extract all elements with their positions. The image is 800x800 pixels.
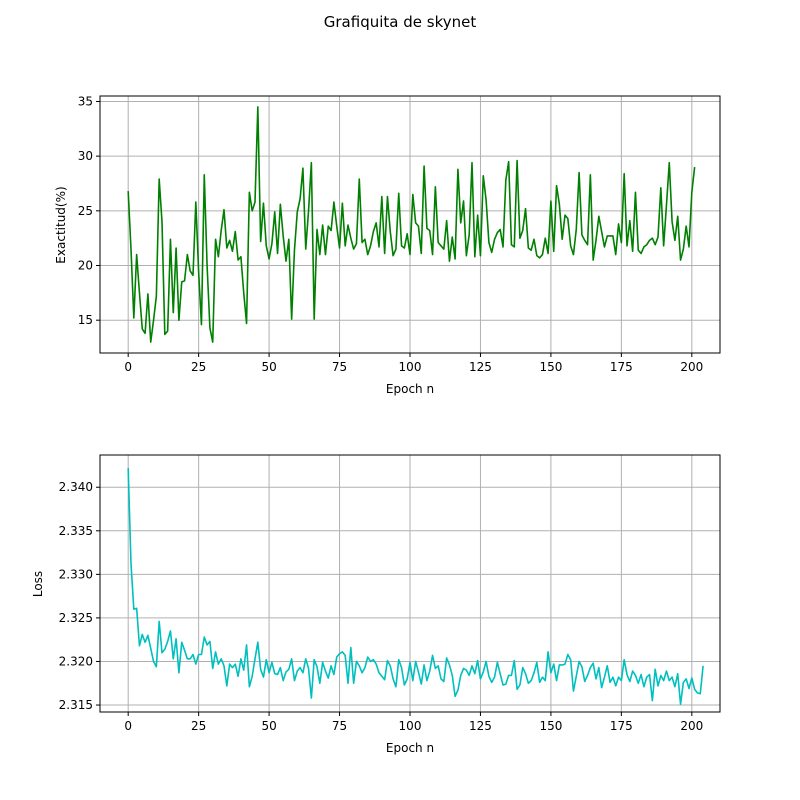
loss-series-line bbox=[127, 468, 704, 705]
accuracy-grid bbox=[100, 96, 720, 353]
accuracy-y-tick-label: 35 bbox=[78, 94, 93, 108]
loss-x-tick-label: 175 bbox=[610, 719, 633, 733]
accuracy-x-tick-label: 50 bbox=[261, 360, 276, 374]
accuracy-x-axis-label: Epoch n bbox=[386, 382, 434, 396]
accuracy-x-tick-label: 125 bbox=[469, 360, 492, 374]
loss-y-tick-label: 2.315 bbox=[59, 698, 93, 712]
accuracy-x-tick-label: 100 bbox=[399, 360, 422, 374]
loss-y-axis-label: Loss bbox=[31, 571, 45, 597]
accuracy-series-line bbox=[127, 106, 696, 343]
accuracy-x-tick-label: 150 bbox=[539, 360, 562, 374]
loss-chart: 0 25 50 75 100 125 150 175 200 2.315 2.320 2.325 2.3… bbox=[31, 454, 721, 755]
accuracy-y-tick-label: 25 bbox=[78, 204, 93, 218]
accuracy-ticks: 0 25 50 75 100 125 150 175 200 15 20 25 30 35 bbox=[78, 94, 704, 374]
loss-x-tick-label: 200 bbox=[680, 719, 703, 733]
accuracy-y-tick-label: 15 bbox=[78, 313, 93, 327]
accuracy-x-tick-label: 0 bbox=[124, 360, 132, 374]
loss-y-tick-label: 2.325 bbox=[59, 611, 93, 625]
accuracy-x-tick-label: 25 bbox=[191, 360, 206, 374]
accuracy-x-tick-label: 175 bbox=[610, 360, 633, 374]
accuracy-y-axis-label: Exactitud(%) bbox=[54, 186, 68, 263]
loss-x-tick-label: 125 bbox=[469, 719, 492, 733]
accuracy-y-tick-label: 30 bbox=[78, 149, 93, 163]
loss-x-axis-label: Epoch n bbox=[386, 741, 434, 755]
loss-y-tick-label: 2.340 bbox=[59, 480, 93, 494]
loss-ticks: 0 25 50 75 100 125 150 175 200 2.315 2.320 2.325 2.3… bbox=[59, 480, 704, 733]
accuracy-y-tick-label: 20 bbox=[78, 259, 93, 273]
loss-grid bbox=[100, 455, 720, 712]
accuracy-x-tick-label: 75 bbox=[332, 360, 347, 374]
loss-series bbox=[127, 468, 704, 705]
loss-x-tick-label: 50 bbox=[261, 719, 276, 733]
loss-x-tick-label: 0 bbox=[124, 719, 132, 733]
accuracy-series bbox=[127, 106, 696, 343]
loss-x-tick-label: 100 bbox=[399, 719, 422, 733]
loss-x-tick-label: 150 bbox=[539, 719, 562, 733]
loss-y-tick-label: 2.335 bbox=[59, 524, 93, 538]
loss-y-tick-label: 2.320 bbox=[59, 654, 93, 668]
loss-y-tick-label: 2.330 bbox=[59, 567, 93, 581]
loss-x-tick-label: 25 bbox=[191, 719, 206, 733]
accuracy-chart: 0 25 50 75 100 125 150 175 200 15 20 25 30 35 Epoch n… bbox=[54, 94, 721, 396]
figure-title: Grafiquita de skynet bbox=[324, 13, 477, 31]
loss-x-tick-label: 75 bbox=[332, 719, 347, 733]
accuracy-x-tick-label: 200 bbox=[680, 360, 703, 374]
